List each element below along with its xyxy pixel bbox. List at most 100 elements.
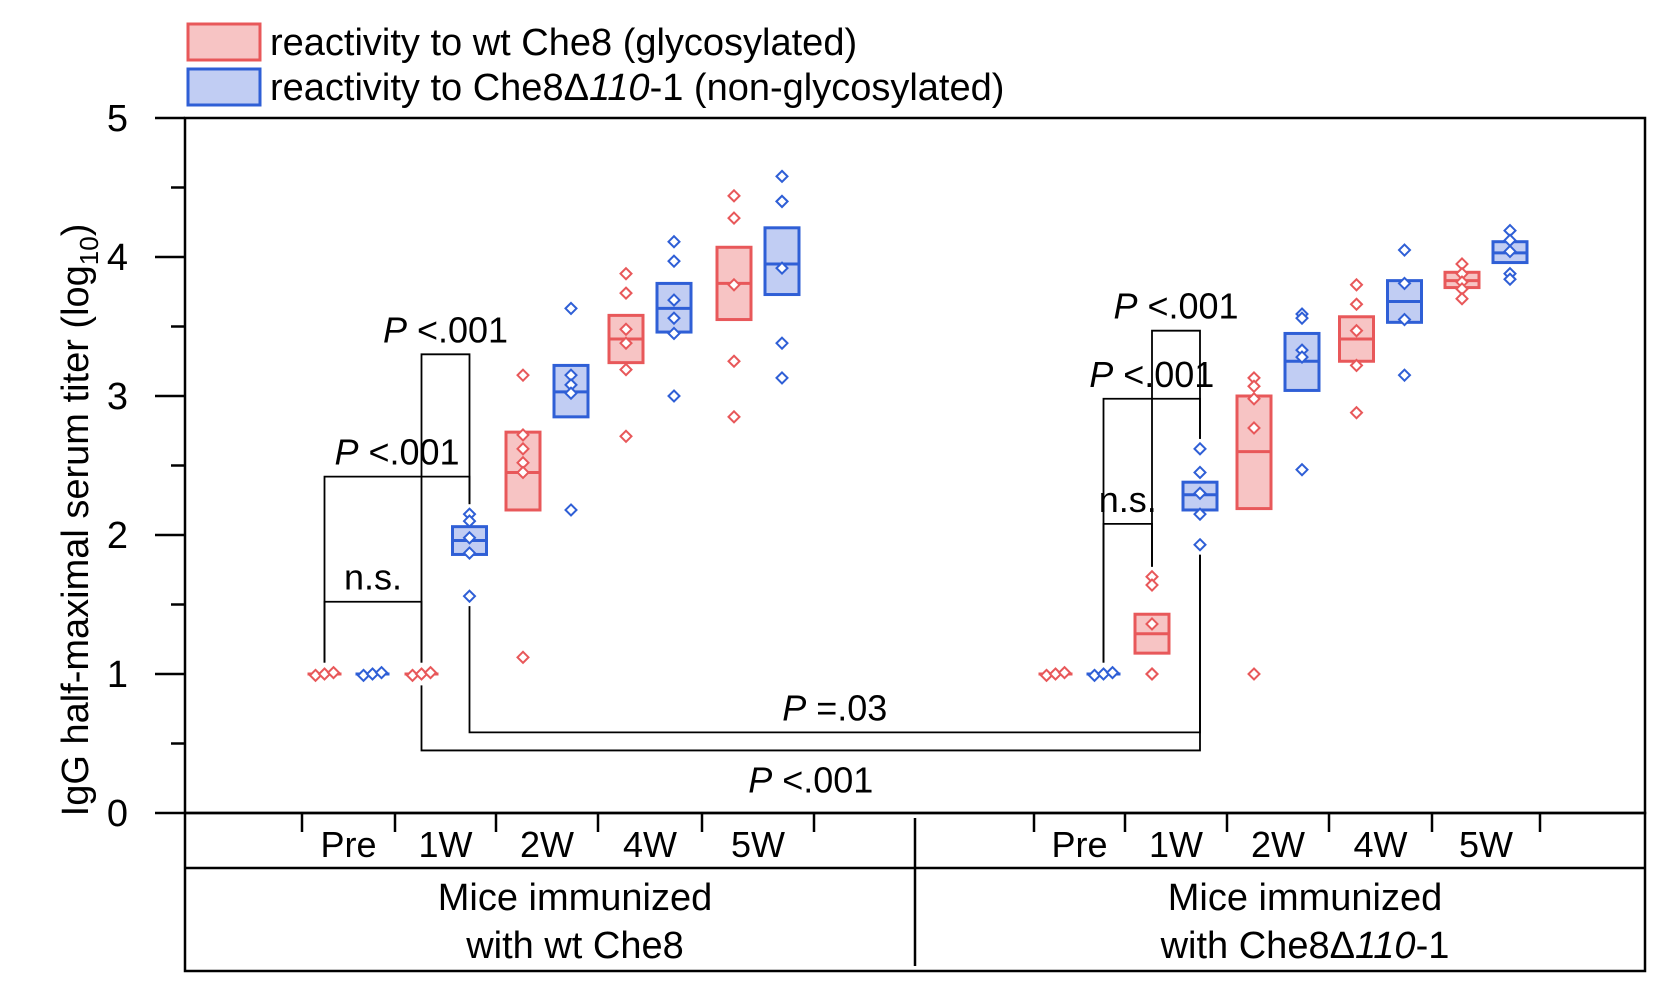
data-point-red <box>1145 617 1159 631</box>
data-point-blue <box>775 371 789 385</box>
significance-label: P <.001 <box>748 759 873 800</box>
y-tick-label: 5 <box>107 98 128 140</box>
data-point-blue <box>462 546 477 560</box>
p-symbol: P <box>748 759 772 800</box>
y-axis-label: IgG half-maximal serum titer (log10) <box>55 224 104 817</box>
data-point-blue <box>564 386 578 401</box>
y-tick-label: 1 <box>107 654 128 696</box>
data-point-red <box>516 650 530 665</box>
data-point-blue <box>775 169 789 184</box>
data-point-red <box>1349 277 1364 292</box>
data-point-blue <box>1295 350 1309 364</box>
data-point-red <box>1247 391 1261 406</box>
data-point-red <box>1247 667 1261 681</box>
data-point-red <box>619 322 633 337</box>
p-value: <.001 <box>358 432 459 473</box>
data-point-blue <box>1295 462 1309 477</box>
data-point-red <box>619 362 633 377</box>
data-point-red <box>1349 297 1364 312</box>
data-point-blue <box>1193 465 1207 480</box>
group-label-text: with wt Che8 <box>465 925 684 967</box>
data-point-blue <box>1295 311 1309 326</box>
significance-label: P <.001 <box>383 309 508 350</box>
timepoint-label: 1W <box>419 824 473 865</box>
data-point-blue <box>564 503 578 517</box>
data-point-blue <box>564 301 578 316</box>
data-point-blue <box>1397 243 1412 257</box>
data-point-red <box>1349 405 1364 420</box>
legend-text: reactivity to Che8Δ <box>270 67 589 109</box>
p-value: =.03 <box>806 687 887 728</box>
data-point-red <box>423 665 438 680</box>
data-point-red <box>727 409 741 424</box>
group-label-line1: Mice immunized <box>438 877 713 919</box>
data-point-blue <box>667 311 681 326</box>
data-point-blue <box>374 665 389 680</box>
y-tick-label: 2 <box>107 515 128 557</box>
group-label-text: -1 <box>1416 925 1450 967</box>
data-point-blue <box>775 194 789 209</box>
data-point-red <box>619 429 633 444</box>
data-point-red <box>1247 379 1261 394</box>
significance-label: P <.001 <box>1113 286 1238 327</box>
significance-label: P <.001 <box>334 432 459 473</box>
data-point-blue <box>1397 312 1412 327</box>
legend-italic: 110 <box>589 67 650 109</box>
p-value: <.001 <box>407 309 508 350</box>
timepoint-label: 5W <box>731 824 785 865</box>
boxes <box>307 169 1529 683</box>
data-point-red <box>619 336 633 351</box>
p-value: n.s. <box>1099 479 1157 520</box>
p-symbol: P <box>334 432 358 473</box>
data-point-blue <box>1193 441 1207 456</box>
timepoint-label: Pre <box>1051 824 1107 865</box>
p-value: <.001 <box>1137 286 1238 327</box>
significance-bracket <box>1151 329 1201 567</box>
data-point-blue <box>1193 537 1207 552</box>
significance-bracket <box>323 600 423 663</box>
y-axis: 0 1 2 3 4 5 <box>107 98 185 835</box>
p-symbol: P <box>1113 286 1137 327</box>
data-point-red <box>1145 578 1159 592</box>
group-label-text: with Che8Δ <box>1160 925 1355 967</box>
p-symbol: P <box>1089 354 1113 395</box>
group-labels: Mice immunized with wt Che8 Mice immunized… <box>438 877 1450 967</box>
data-point-red <box>727 277 741 292</box>
timepoint-label: 5W <box>1459 824 1513 865</box>
data-point-red <box>1455 291 1469 306</box>
timepoint-labels: Pre 1W 2W 4W 5W Pre 1W 2W 4W 5W <box>300 813 1542 865</box>
timepoint-label: 2W <box>520 824 574 865</box>
y-tick-label: 0 <box>107 793 128 835</box>
data-point-blue <box>775 261 789 276</box>
data-point-red <box>1247 421 1261 435</box>
data-point-blue <box>1105 665 1120 680</box>
y-tick-label: 4 <box>107 237 128 279</box>
data-point-blue <box>1397 368 1412 383</box>
legend-label: reactivity to Che8Δ110-1 (non-glycosylat… <box>270 67 1004 109</box>
data-point-blue <box>775 336 789 351</box>
data-point-blue <box>1397 276 1412 291</box>
data-point-blue <box>667 326 681 341</box>
timepoint-label: 4W <box>623 824 677 865</box>
timepoint-label: 2W <box>1251 824 1305 865</box>
data-point-blue <box>1503 244 1517 259</box>
data-point-blue <box>667 293 681 308</box>
table-frame <box>183 811 1647 973</box>
legend: reactivity to wt Che8 (glycosylated)reac… <box>186 22 1004 109</box>
data-point-red <box>1349 323 1364 338</box>
data-point-blue <box>462 514 477 529</box>
data-point-red <box>727 354 741 369</box>
group-label-line2: with Che8Δ110-1 <box>1160 925 1450 967</box>
significance-bracket <box>420 353 471 663</box>
p-symbol: P <box>782 687 806 728</box>
timepoint-label: Pre <box>320 824 376 865</box>
p-symbol: P <box>383 309 407 350</box>
data-point-red <box>516 465 530 480</box>
significance-bracket <box>420 554 1201 752</box>
data-point-red <box>516 368 530 383</box>
data-point-red <box>619 266 633 281</box>
timepoint-label: 1W <box>1149 824 1203 865</box>
legend-swatch <box>186 67 262 107</box>
